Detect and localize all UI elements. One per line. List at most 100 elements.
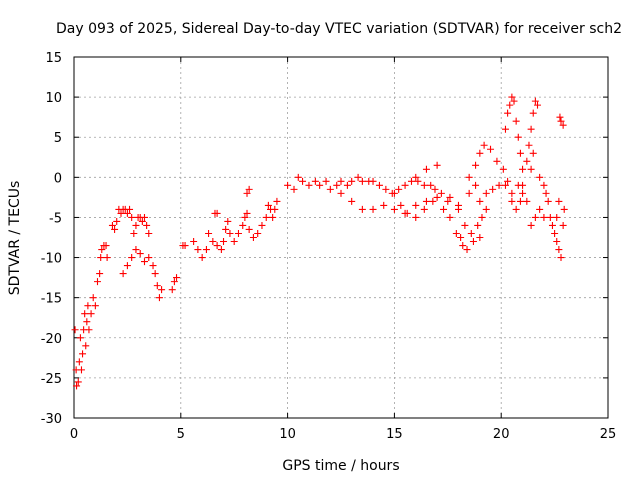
data-point [168,286,176,294]
data-point [269,213,277,221]
data-point [245,225,253,233]
data-point [241,213,249,221]
data-point [440,205,448,213]
data-point [96,270,104,278]
data-point [243,189,251,197]
data-point [516,149,524,157]
data-point [519,181,527,189]
data-point [427,181,435,189]
data-point [536,173,544,181]
data-point [508,93,516,101]
data-point [79,350,87,358]
data-point [305,181,313,189]
data-point [73,382,81,390]
data-point [540,213,548,221]
data-point [209,238,217,246]
data-point [326,185,334,193]
data-point [220,238,228,246]
data-point [487,145,495,153]
data-point [91,302,99,310]
data-point [284,181,292,189]
data-point [82,342,90,350]
data-point [531,97,539,105]
data-point [504,109,512,117]
data-point [181,242,189,250]
data-point [117,209,125,217]
data-point [478,213,486,221]
data-point [369,177,377,185]
data-point [512,117,520,125]
data-point [540,181,548,189]
data-point [89,294,97,302]
data-point [534,101,542,109]
data-point [130,229,138,237]
data-point [508,189,516,197]
y-tick-label: -10 [41,252,62,267]
x-tick-label: 10 [279,427,296,442]
data-point [412,173,420,181]
data-point [482,189,490,197]
data-point [493,157,501,165]
plot-frame [73,56,609,419]
data-point [98,246,106,254]
data-point [506,101,514,109]
x-tick-label: 0 [70,427,78,442]
data-point [514,133,522,141]
data-point [555,246,563,254]
data-point [474,221,482,229]
data-point [380,201,388,209]
data-point [499,165,507,173]
data-point [546,213,554,221]
x-tick-label: 5 [177,427,185,442]
data-point [523,157,531,165]
data-point [459,242,467,250]
data-point [472,161,480,169]
y-tick-label: -30 [41,412,62,427]
data-point [333,181,341,189]
data-point [407,177,415,185]
data-point [544,197,552,205]
data-point [536,205,544,213]
data-point [401,181,409,189]
data-point [128,254,136,262]
data-point [495,181,503,189]
data-point [271,205,279,213]
data-point [437,189,445,197]
data-point [529,109,537,117]
data-point [523,197,531,205]
data-point [422,197,430,205]
data-point [433,161,441,169]
data-point [463,246,471,254]
data-point [170,278,178,286]
data-point [75,358,83,366]
data-point [143,221,151,229]
data-point [85,326,93,334]
data-point [457,234,465,241]
data-point [420,205,428,213]
data-point [108,221,116,229]
data-point [476,149,484,157]
data-point [461,221,469,229]
data-point [422,165,430,173]
data-point [74,378,82,386]
data-point [510,97,518,105]
data-point [508,197,516,205]
data-point [390,205,398,213]
data-point [71,326,79,334]
data-point [198,254,206,262]
data-point [245,185,253,193]
tick-labels: 0 5 10 15 20 25 -30 -25 -20 -15 -10 -5 0 5 10 15 [41,51,617,442]
data-point [249,234,257,241]
data-point [222,225,230,233]
data-point [555,197,563,205]
data-point [504,177,512,185]
data-point [548,221,556,229]
data-point [262,213,270,221]
axis-ticks [73,56,609,419]
data-point [559,121,567,129]
y-tick-label: -5 [49,211,62,226]
data-point [234,229,242,237]
data-point [469,238,477,246]
data-point [138,217,146,225]
data-point [557,117,565,125]
